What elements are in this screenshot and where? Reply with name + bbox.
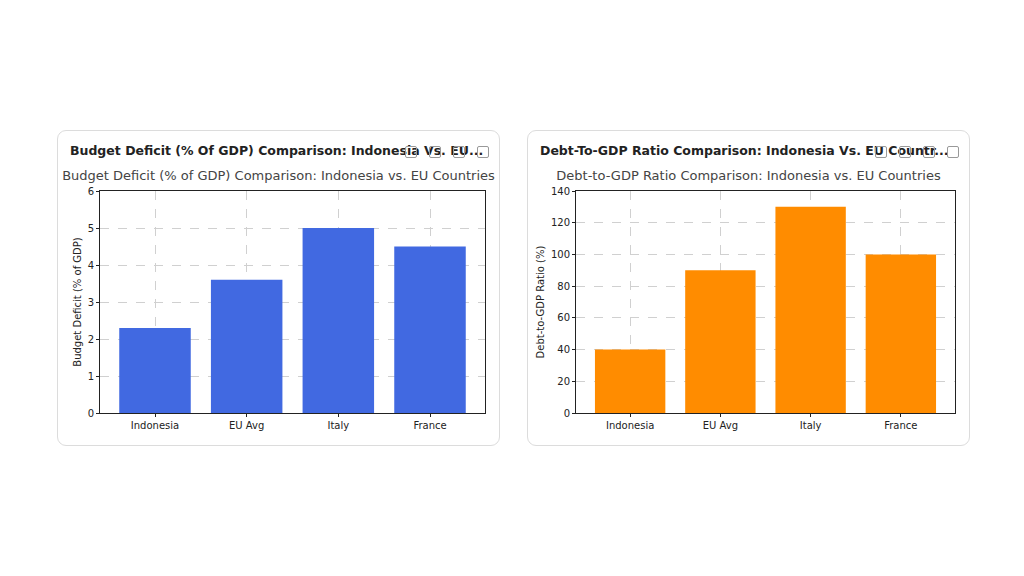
svg-text:Debt-to-GDP Ratio Comparison:: Debt-to-GDP Ratio Comparison: Indonesia …	[556, 168, 941, 183]
svg-text:2: 2	[88, 334, 94, 345]
svg-text:3: 3	[88, 297, 94, 308]
svg-text:40: 40	[557, 344, 570, 355]
svg-text:Indonesia: Indonesia	[606, 420, 654, 431]
svg-text:140: 140	[551, 186, 570, 197]
svg-text:Debt-to-GDP Ratio (%): Debt-to-GDP Ratio (%)	[535, 246, 546, 359]
svg-text:EU Avg: EU Avg	[229, 420, 264, 431]
svg-text:Italy: Italy	[800, 420, 822, 431]
svg-text:60: 60	[557, 312, 570, 323]
svg-text:80: 80	[557, 281, 570, 292]
svg-text:4: 4	[88, 260, 94, 271]
svg-text:EU Avg: EU Avg	[703, 420, 738, 431]
svg-text:0: 0	[88, 408, 94, 419]
svg-text:Budget Deficit (% of GDP): Budget Deficit (% of GDP)	[72, 237, 83, 367]
svg-text:France: France	[884, 420, 917, 431]
svg-text:Budget Deficit (% of GDP) Comp: Budget Deficit (% of GDP) Comparison: In…	[62, 168, 495, 183]
svg-text:Italy: Italy	[327, 420, 349, 431]
html-text:Budget Deficit (% Of GDP) Comp: Budget Deficit (% Of GDP) Comparison: In…	[70, 143, 484, 158]
svg-text:6: 6	[88, 186, 94, 197]
svg-text:1: 1	[88, 371, 94, 382]
svg-text:Indonesia: Indonesia	[131, 420, 179, 431]
svg-text:100: 100	[551, 249, 570, 260]
svg-text:0: 0	[564, 408, 570, 419]
svg-text:France: France	[413, 420, 446, 431]
html-text:Debt-To-GDP Ratio Comparison:: Debt-To-GDP Ratio Comparison: Indonesia …	[540, 143, 949, 158]
svg-text:20: 20	[557, 376, 570, 387]
svg-text:5: 5	[88, 223, 94, 234]
svg-text:120: 120	[551, 217, 570, 228]
